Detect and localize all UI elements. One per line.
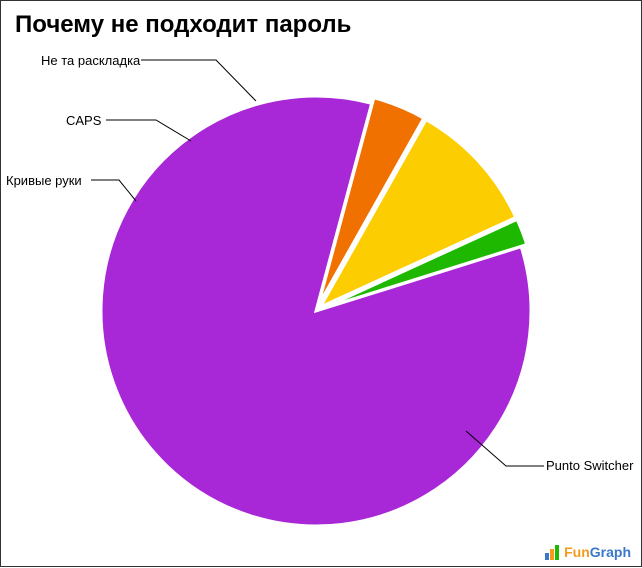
watermark-bar — [550, 549, 554, 560]
leader-line — [91, 180, 136, 201]
watermark-fun: Fun — [564, 544, 590, 560]
watermark-bar — [555, 545, 559, 560]
slice-label: Не та раскладка — [41, 53, 140, 68]
watermark-bar — [545, 553, 549, 560]
watermark-bars — [545, 544, 560, 560]
slice-label: Кривые руки — [6, 173, 82, 188]
leader-line — [106, 120, 191, 141]
leader-line — [141, 60, 256, 101]
slice-label: Punto Switcher — [546, 458, 633, 473]
watermark-graph: Graph — [590, 544, 631, 560]
pie-chart-container: Почему не подходит пароль Не та раскладк… — [0, 0, 642, 567]
slice-label: CAPS — [66, 113, 101, 128]
watermark: FunGraph — [545, 544, 631, 560]
pie-chart-svg — [1, 1, 642, 568]
